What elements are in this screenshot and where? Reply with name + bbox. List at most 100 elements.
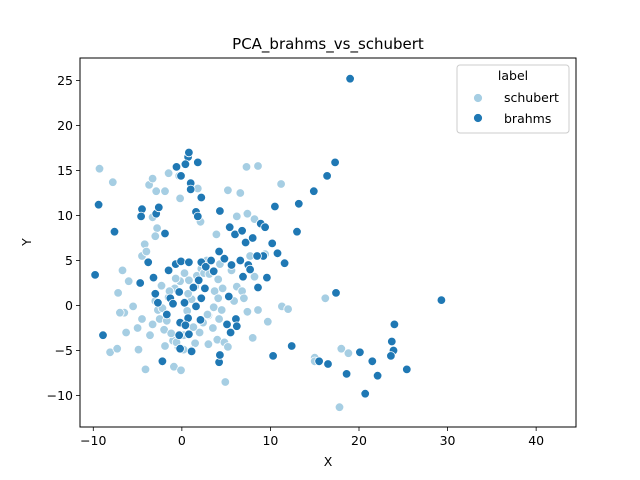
data-point-brahms bbox=[200, 283, 210, 294]
data-point-brahms bbox=[186, 346, 197, 357]
x-tick-label: −10 bbox=[80, 433, 106, 448]
data-point-schubert bbox=[141, 246, 152, 257]
data-point-schubert bbox=[94, 163, 105, 174]
data-point-schubert bbox=[283, 304, 293, 314]
data-point-brahms bbox=[184, 257, 194, 268]
data-point-schubert bbox=[213, 274, 223, 285]
data-point-brahms bbox=[387, 336, 397, 347]
y-tick-label: 15 bbox=[57, 163, 73, 178]
data-point-brahms bbox=[201, 262, 211, 272]
data-point-brahms bbox=[193, 211, 203, 222]
data-point-brahms bbox=[232, 321, 242, 331]
data-point-schubert bbox=[160, 341, 170, 351]
legend-marker-brahms bbox=[473, 113, 483, 123]
data-point-brahms bbox=[372, 371, 383, 381]
data-point-brahms bbox=[179, 298, 190, 308]
y-tick-label: 5 bbox=[65, 253, 73, 268]
y-axis: −10 −5 0 5 10 15 20 25 bbox=[47, 73, 80, 403]
data-point-schubert bbox=[253, 161, 263, 171]
data-point-brahms bbox=[176, 171, 186, 181]
data-point-brahms bbox=[253, 282, 263, 293]
data-point-schubert bbox=[211, 229, 222, 240]
data-point-brahms bbox=[386, 351, 396, 361]
data-point-brahms bbox=[93, 199, 104, 210]
data-point-brahms bbox=[196, 293, 207, 304]
data-point-brahms bbox=[367, 356, 378, 367]
data-point-schubert bbox=[123, 276, 134, 286]
data-point-brahms bbox=[322, 171, 332, 181]
data-point-brahms bbox=[215, 350, 225, 360]
data-point-brahms bbox=[292, 226, 302, 237]
data-point-schubert bbox=[253, 305, 263, 315]
data-point-schubert bbox=[150, 231, 161, 241]
data-point-schubert bbox=[170, 273, 181, 284]
data-point-brahms bbox=[215, 206, 225, 216]
data-point-brahms bbox=[176, 256, 186, 267]
data-point-brahms bbox=[157, 356, 168, 367]
x-tick-label: 30 bbox=[440, 433, 456, 448]
data-point-schubert bbox=[202, 309, 213, 320]
data-point-schubert bbox=[117, 265, 128, 276]
y-tick-label: −10 bbox=[47, 388, 73, 403]
x-axis: −10 0 10 20 30 40 bbox=[80, 427, 544, 448]
y-tick-label: 10 bbox=[57, 208, 73, 223]
data-point-brahms bbox=[153, 298, 163, 308]
y-tick-label: 25 bbox=[57, 73, 73, 88]
data-point-brahms bbox=[160, 228, 170, 239]
data-point-schubert bbox=[115, 308, 125, 318]
data-point-brahms bbox=[208, 266, 219, 277]
legend: label schubert brahms bbox=[456, 64, 570, 134]
points-layer bbox=[90, 73, 447, 412]
y-axis-title: Y bbox=[19, 238, 34, 247]
data-point-brahms bbox=[330, 157, 340, 168]
data-point-schubert bbox=[247, 333, 258, 343]
data-point-brahms bbox=[268, 351, 278, 361]
data-point-brahms bbox=[235, 255, 246, 266]
data-point-schubert bbox=[175, 193, 185, 204]
x-axis-title: X bbox=[324, 454, 333, 469]
data-point-schubert bbox=[121, 327, 131, 338]
data-point-schubert bbox=[176, 365, 186, 376]
data-point-schubert bbox=[320, 293, 331, 304]
data-point-schubert bbox=[147, 173, 158, 184]
data-point-brahms bbox=[341, 369, 352, 379]
y-tick-label: −5 bbox=[55, 343, 73, 358]
data-point-brahms bbox=[267, 238, 277, 249]
data-point-schubert bbox=[183, 289, 193, 299]
data-point-brahms bbox=[175, 344, 185, 354]
x-tick-label: 20 bbox=[351, 433, 367, 448]
data-point-brahms bbox=[163, 265, 174, 276]
data-point-brahms bbox=[224, 291, 234, 302]
data-point-schubert bbox=[235, 188, 246, 198]
data-point-brahms bbox=[436, 295, 447, 305]
data-point-schubert bbox=[208, 302, 219, 313]
data-point-schubert bbox=[203, 339, 214, 349]
data-point-brahms bbox=[222, 319, 232, 330]
data-point-schubert bbox=[152, 223, 162, 233]
data-point-brahms bbox=[185, 184, 196, 195]
data-point-brahms bbox=[260, 222, 270, 232]
data-point-brahms bbox=[360, 389, 370, 399]
data-point-brahms bbox=[184, 147, 194, 158]
y-tick-label: 0 bbox=[65, 298, 73, 313]
data-point-schubert bbox=[276, 179, 286, 189]
data-point-schubert bbox=[166, 328, 176, 339]
data-point-brahms bbox=[174, 330, 184, 340]
data-point-brahms bbox=[238, 272, 248, 282]
legend-marker-schubert bbox=[473, 93, 483, 103]
data-point-brahms bbox=[180, 159, 191, 169]
data-point-brahms bbox=[279, 258, 290, 268]
data-point-schubert bbox=[145, 330, 155, 340]
data-point-schubert bbox=[220, 377, 231, 387]
legend-label-brahms: brahms bbox=[504, 111, 551, 126]
data-point-schubert bbox=[263, 317, 273, 327]
data-point-brahms bbox=[154, 202, 164, 213]
data-point-brahms bbox=[184, 329, 194, 340]
data-point-schubert bbox=[239, 293, 249, 304]
legend-box bbox=[456, 64, 570, 134]
data-point-brahms bbox=[135, 278, 145, 288]
data-point-schubert bbox=[128, 301, 138, 312]
data-point-schubert bbox=[232, 211, 242, 222]
data-point-brahms bbox=[174, 287, 184, 297]
data-point-schubert bbox=[214, 314, 224, 324]
